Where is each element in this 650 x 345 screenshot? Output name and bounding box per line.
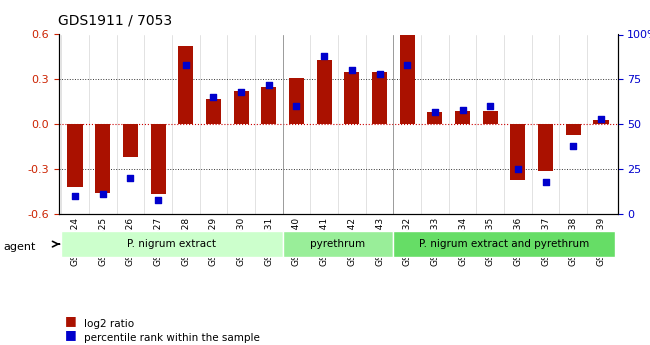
Bar	[510, 124, 525, 179]
Bar	[317, 60, 332, 124]
Point	[153, 197, 163, 202]
Point	[98, 191, 108, 197]
Text: pyrethrum: pyrethrum	[311, 239, 365, 249]
Bar	[482, 111, 498, 124]
Bar	[68, 124, 83, 187]
Text: log2 ratio: log2 ratio	[84, 319, 135, 329]
Point	[291, 104, 302, 109]
Point	[458, 107, 468, 112]
Bar	[95, 124, 110, 193]
Point	[181, 62, 191, 68]
Bar	[455, 111, 470, 124]
Point	[540, 179, 551, 184]
Text: ■: ■	[65, 328, 77, 341]
Point	[236, 89, 246, 95]
Bar	[566, 124, 581, 135]
Text: GDS1911 / 7053: GDS1911 / 7053	[58, 13, 173, 27]
Point	[595, 116, 606, 121]
Point	[402, 62, 412, 68]
Bar	[123, 124, 138, 157]
Text: P. nigrum extract and pyrethrum: P. nigrum extract and pyrethrum	[419, 239, 589, 249]
Bar	[538, 124, 553, 170]
FancyBboxPatch shape	[61, 231, 283, 257]
Text: agent: agent	[3, 242, 36, 252]
FancyBboxPatch shape	[393, 231, 615, 257]
Bar	[261, 87, 276, 124]
Bar	[206, 99, 221, 124]
Bar	[178, 47, 194, 124]
Point	[485, 104, 495, 109]
Point	[513, 166, 523, 172]
Point	[319, 53, 330, 59]
Bar	[400, 34, 415, 124]
Point	[208, 95, 218, 100]
Text: P. nigrum extract: P. nigrum extract	[127, 239, 216, 249]
Bar	[427, 112, 443, 124]
Bar	[151, 124, 166, 195]
Bar	[289, 78, 304, 124]
Bar	[233, 91, 249, 124]
Bar	[593, 120, 608, 124]
Bar	[344, 72, 359, 124]
Point	[264, 82, 274, 88]
Point	[430, 109, 440, 115]
Point	[568, 143, 578, 148]
Point	[125, 175, 136, 181]
Text: percentile rank within the sample: percentile rank within the sample	[84, 333, 261, 343]
Text: ■: ■	[65, 314, 77, 327]
Bar	[372, 72, 387, 124]
FancyBboxPatch shape	[283, 231, 393, 257]
Point	[374, 71, 385, 77]
Point	[346, 68, 357, 73]
Point	[70, 193, 81, 199]
